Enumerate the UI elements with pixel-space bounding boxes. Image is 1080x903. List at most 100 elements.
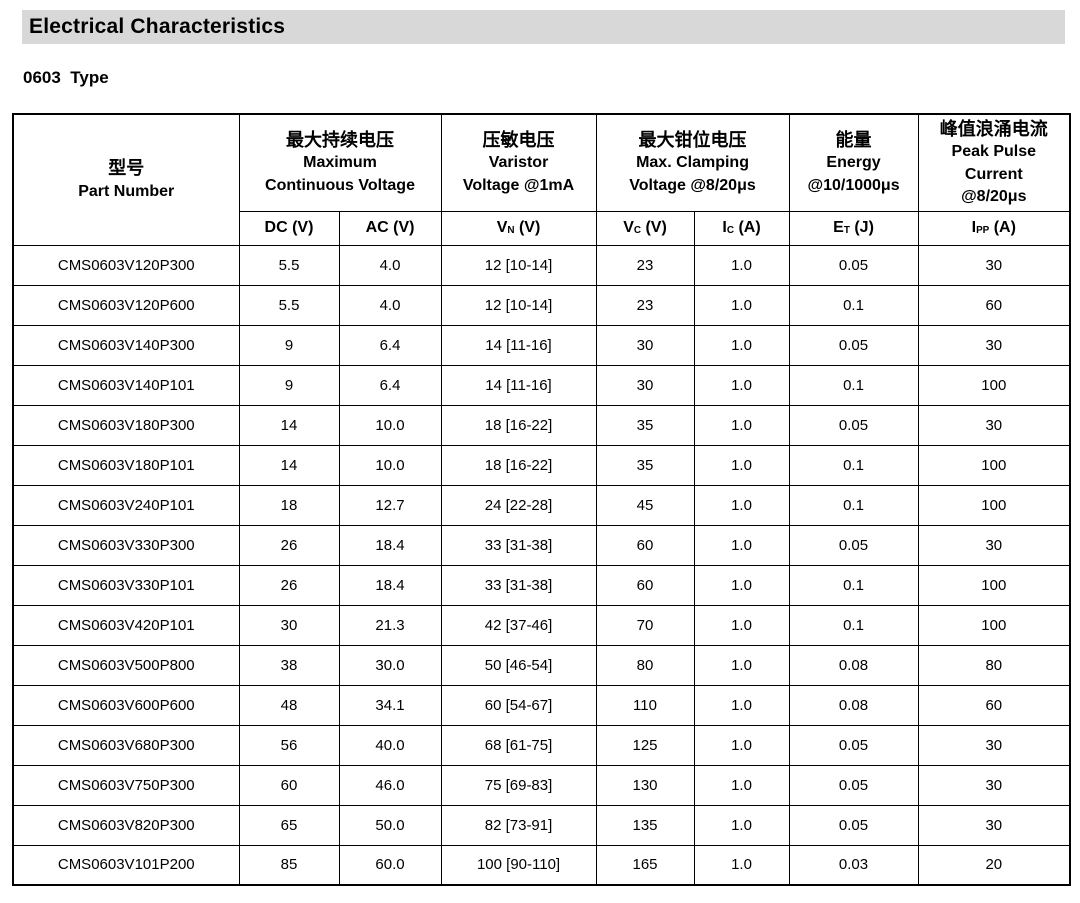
value-cell: 1.0 bbox=[693, 764, 790, 806]
value-cell: 40.0 bbox=[338, 724, 442, 766]
value-cell: 23 bbox=[595, 244, 695, 286]
value-cell: 0.1 bbox=[788, 444, 919, 486]
value-cell: 24 [22-28] bbox=[440, 484, 597, 526]
part-number-cell: CMS0603V680P300 bbox=[12, 724, 240, 766]
value-cell: 30 bbox=[917, 724, 1071, 766]
table-row: CMS0603V101P200 85 60.0 100 [90-110] 165 1.0 0… bbox=[12, 844, 1071, 886]
value-cell: 18.4 bbox=[338, 564, 442, 606]
table-row: CMS0603V180P101 14 10.0 18 [16-22] 35 1.0 0.1 1… bbox=[12, 444, 1071, 486]
table-row: CMS0603V240P101 18 12.7 24 [22-28] 45 1.0 0.1 1… bbox=[12, 484, 1071, 526]
group-label-en: Continuous Voltage bbox=[265, 176, 415, 194]
value-cell: 82 [73-91] bbox=[440, 804, 597, 846]
group-label-en: Max. Clamping bbox=[636, 154, 749, 172]
group-header-varistor-voltage: 压敏电压 Varistor Voltage @1mA bbox=[440, 113, 597, 212]
part-number-cell: CMS0603V750P300 bbox=[12, 764, 240, 806]
group-label-en: Current bbox=[964, 165, 1023, 183]
value-cell: 30 bbox=[917, 404, 1071, 446]
value-cell: 30 bbox=[917, 244, 1071, 286]
table-row: CMS0603V680P300 56 40.0 68 [61-75] 125 1.0 0.0… bbox=[12, 724, 1071, 766]
table-row: CMS0603V750P300 60 46.0 75 [69-83] 130 1.0 0.0… bbox=[12, 764, 1071, 806]
value-cell: 70 bbox=[595, 604, 695, 646]
value-cell: 18 [16-22] bbox=[440, 444, 597, 486]
value-cell: 34.1 bbox=[338, 684, 442, 726]
part-number-cell: CMS0603V600P600 bbox=[12, 684, 240, 726]
value-cell: 6.4 bbox=[338, 364, 442, 406]
value-cell: 1.0 bbox=[693, 604, 790, 646]
table-row: CMS0603V120P600 5.5 4.0 12 [10-14] 23 1.0 0.1 6… bbox=[12, 284, 1071, 326]
value-cell: 0.08 bbox=[788, 684, 919, 726]
value-cell: 0.05 bbox=[788, 244, 919, 286]
value-cell: 10.0 bbox=[338, 404, 442, 446]
value-cell: 1.0 bbox=[693, 484, 790, 526]
value-cell: 12.7 bbox=[338, 484, 442, 526]
value-cell: 14 bbox=[238, 404, 340, 446]
value-cell: 30 bbox=[917, 804, 1071, 846]
part-number-cell: CMS0603V120P600 bbox=[12, 284, 240, 326]
value-cell: 1.0 bbox=[693, 364, 790, 406]
value-cell: 26 bbox=[238, 564, 340, 606]
part-number-cell: CMS0603V330P300 bbox=[12, 524, 240, 566]
value-cell: 85 bbox=[238, 844, 340, 886]
part-number-cell: CMS0603V101P200 bbox=[12, 844, 240, 886]
value-cell: 100 bbox=[917, 444, 1071, 486]
value-cell: 10.0 bbox=[338, 444, 442, 486]
value-cell: 100 bbox=[917, 364, 1071, 406]
value-cell: 9 bbox=[238, 364, 340, 406]
col-header-vc: VC (V) bbox=[595, 210, 695, 246]
value-cell: 50 [46-54] bbox=[440, 644, 597, 686]
group-label-zh: 压敏电压 bbox=[482, 129, 555, 150]
table-row: CMS0603V180P300 14 10.0 18 [16-22] 35 1.0 0.05… bbox=[12, 404, 1071, 446]
col-header-ic: IC (A) bbox=[693, 210, 790, 246]
value-cell: 35 bbox=[595, 404, 695, 446]
value-cell: 21.3 bbox=[338, 604, 442, 646]
value-cell: 0.05 bbox=[788, 724, 919, 766]
part-number-header-zh: 型号 bbox=[108, 158, 145, 179]
value-cell: 0.03 bbox=[788, 844, 919, 886]
value-cell: 45 bbox=[595, 484, 695, 526]
value-cell: 30 bbox=[917, 324, 1071, 366]
value-cell: 4.0 bbox=[338, 244, 442, 286]
group-header-energy: 能量 Energy @10/1000μs bbox=[788, 113, 919, 212]
col-header-ac: AC (V) bbox=[338, 210, 442, 246]
value-cell: 4.0 bbox=[338, 284, 442, 326]
value-cell: 0.1 bbox=[788, 484, 919, 526]
value-cell: 60 bbox=[595, 524, 695, 566]
group-header-peak-pulse-current: 峰值浪涌电流 Peak Pulse Current @8/20μs bbox=[917, 113, 1071, 212]
group-label-en: Varistor bbox=[488, 154, 549, 172]
value-cell: 0.05 bbox=[788, 524, 919, 566]
part-number-cell: CMS0603V820P300 bbox=[12, 804, 240, 846]
group-label-zh: 最大持续电压 bbox=[286, 129, 394, 150]
part-number-cell: CMS0603V330P101 bbox=[12, 564, 240, 606]
value-cell: 75 [69-83] bbox=[440, 764, 597, 806]
value-cell: 0.1 bbox=[788, 604, 919, 646]
value-cell: 0.1 bbox=[788, 284, 919, 326]
value-cell: 100 bbox=[917, 564, 1071, 606]
value-cell: 0.05 bbox=[788, 804, 919, 846]
group-header-max-continuous-voltage: 最大持续电压 Maximum Continuous Voltage bbox=[238, 113, 442, 212]
value-cell: 130 bbox=[595, 764, 695, 806]
value-cell: 35 bbox=[595, 444, 695, 486]
value-cell: 9 bbox=[238, 324, 340, 366]
group-label-zh: 能量 bbox=[835, 129, 872, 150]
value-cell: 5.5 bbox=[238, 284, 340, 326]
value-cell: 1.0 bbox=[693, 564, 790, 606]
value-cell: 12 [10-14] bbox=[440, 284, 597, 326]
value-cell: 1.0 bbox=[693, 644, 790, 686]
value-cell: 1.0 bbox=[693, 804, 790, 846]
group-label-en: Maximum bbox=[303, 154, 377, 172]
table-header-group-row: 型号 Part Number 最大持续电压 Maximum Continuous… bbox=[12, 113, 1071, 246]
group-label-en: Energy bbox=[826, 154, 881, 172]
group-label-en: Voltage @1mA bbox=[462, 176, 575, 194]
col-header-part-number: 型号 Part Number bbox=[12, 113, 240, 246]
value-cell: 30 bbox=[238, 604, 340, 646]
value-cell: 56 bbox=[238, 724, 340, 766]
part-number-cell: CMS0603V240P101 bbox=[12, 484, 240, 526]
table-body: CMS0603V120P300 5.5 4.0 12 [10-14] 23 1.0 0.05… bbox=[12, 244, 1071, 886]
part-number-cell: CMS0603V500P800 bbox=[12, 644, 240, 686]
value-cell: 6.4 bbox=[338, 324, 442, 366]
value-cell: 18 bbox=[238, 484, 340, 526]
value-cell: 1.0 bbox=[693, 324, 790, 366]
value-cell: 30.0 bbox=[338, 644, 442, 686]
value-cell: 50.0 bbox=[338, 804, 442, 846]
